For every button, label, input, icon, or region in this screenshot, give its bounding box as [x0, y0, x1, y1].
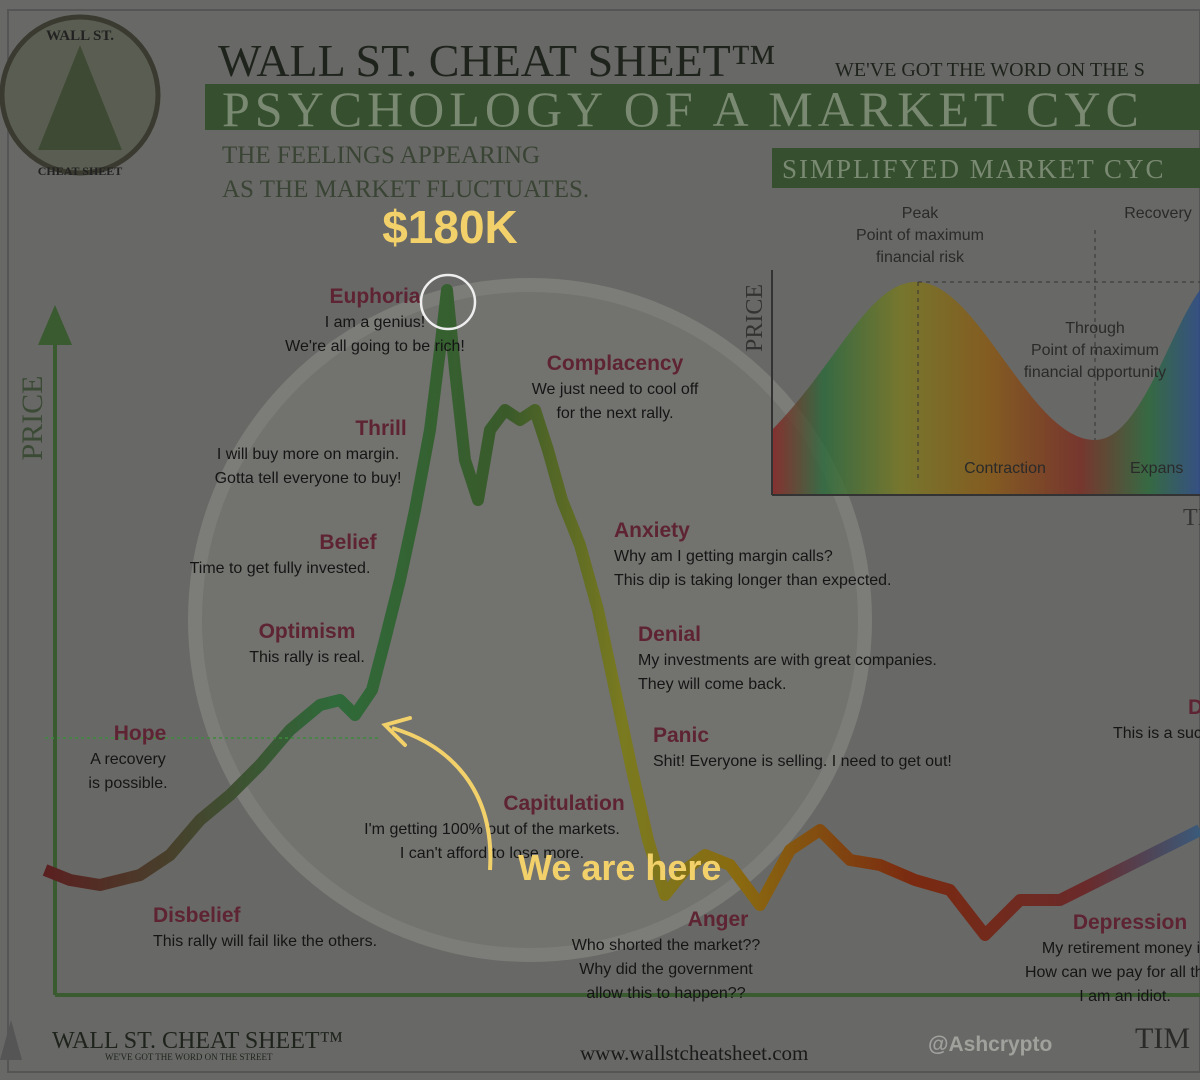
inset-peak: Point of maximum — [856, 227, 984, 244]
handle: @Ashcrypto — [928, 1033, 1052, 1056]
footer-brand: WALL ST. CHEAT SHEET™ — [52, 1028, 343, 1054]
y-axis-label: PRICE — [16, 375, 49, 460]
stage-text: I am a genius! — [325, 314, 426, 331]
inset-title: SIMPLIFYED MARKET CYC — [782, 154, 1166, 184]
stage-text: Why did the government — [579, 961, 753, 978]
stage-title: Euphoria — [329, 285, 420, 308]
logo-bottom: CHEAT SHEET — [38, 164, 123, 178]
x-axis-label: TIM — [1135, 1022, 1190, 1055]
stage-text: We just need to cool off — [532, 381, 699, 398]
stage-text: A recovery — [90, 751, 166, 768]
stage-title: Depression — [1073, 911, 1187, 934]
stage-title: Belief — [319, 531, 377, 554]
stage-text: I am an idiot. — [1079, 988, 1171, 1005]
stage-text: I will buy more on margin. — [217, 446, 399, 463]
inset-x-label: TI — [1183, 505, 1200, 531]
price-curve — [42, 284, 1200, 941]
stage-text: How can we pay for all this r — [1025, 964, 1200, 981]
inset-y-label: PRICE — [742, 284, 768, 352]
watermark — [188, 278, 872, 962]
y-arrow — [38, 305, 72, 345]
stage-title: Panic — [653, 724, 709, 747]
stage-title: Complacency — [547, 352, 684, 375]
inset-expansion: Expans — [1130, 460, 1183, 477]
tagline: WE'VE GOT THE WORD ON THE S — [835, 59, 1145, 81]
logo-top: WALL ST. — [46, 28, 114, 44]
subtitle: THE FEELINGS APPEARING — [222, 142, 540, 169]
stage-text: for the next rally. — [556, 405, 673, 422]
pointer-arrowhead — [381, 716, 412, 747]
inset-recovery: Recovery — [1124, 205, 1192, 222]
inset-peak: Peak — [902, 205, 939, 222]
stages: Euphoria I am a genius! We're all going to… — [88, 285, 1200, 1005]
stage-text: My retirement money is — [1042, 940, 1200, 957]
inset-curve — [772, 281, 1200, 495]
inset-band — [772, 148, 1200, 188]
stage-text: I'm getting 100% out of the markets. — [364, 821, 620, 838]
pointer-arrow — [391, 726, 493, 871]
peak-circle — [419, 273, 477, 331]
stage-text: They will come back. — [638, 676, 787, 693]
inset-contraction: Contraction — [964, 460, 1046, 477]
stage-text: This rally will fail like the others. — [153, 933, 377, 950]
stage-title: Capitulation — [503, 792, 624, 815]
stage-title: Thrill — [355, 417, 406, 440]
brand: WALL ST. CHEAT SHEET™ — [218, 35, 776, 86]
stage-title: Disbelief — [153, 904, 242, 927]
stage-title: Hope — [114, 722, 167, 745]
inset-peak: financial risk — [876, 249, 965, 266]
footer-logo — [0, 1020, 22, 1060]
banner-band — [205, 84, 1200, 130]
subtitle: AS THE MARKET FLUCTUATES. — [222, 176, 589, 203]
stage-text: Time to get fully invested. — [190, 560, 371, 577]
stage-text: allow this to happen?? — [586, 985, 745, 1002]
inset-through: financial opportunity — [1024, 364, 1166, 381]
stage-text: This rally is real. — [249, 649, 365, 666]
stage-text: This is a suc — [1113, 725, 1200, 742]
inset-through: Through — [1065, 320, 1125, 337]
stage-text: Why am I getting margin calls? — [614, 548, 833, 565]
stage-title: Denial — [638, 623, 701, 646]
stage-title: Anxiety — [614, 519, 690, 542]
stage-text: is possible. — [88, 775, 167, 792]
footer-url: www.wallstcheatsheet.com — [580, 1041, 808, 1065]
stage-title: D — [1188, 696, 1200, 719]
inset-through: Point of maximum — [1031, 342, 1159, 359]
stage-title: Anger — [688, 908, 749, 931]
stage-text: Who shorted the market?? — [572, 937, 761, 954]
stage-title: Optimism — [259, 620, 356, 643]
stage-text: Gotta tell everyone to buy! — [215, 470, 402, 487]
stage-text: This dip is taking longer than expected. — [614, 572, 892, 589]
footer-tagline: WE'VE GOT THE WORD ON THE STREET — [105, 1052, 273, 1062]
price-callout: $180K — [382, 201, 518, 253]
stage-text: Shit! Everyone is selling. I need to get… — [653, 753, 952, 770]
pointer-label: We are here — [518, 847, 721, 888]
stage-text: We're all going to be rich! — [285, 338, 465, 355]
frame — [7, 9, 1200, 1073]
banner: PSYCHOLOGY OF A MARKET CYC — [222, 81, 1144, 137]
logo-pyramid — [38, 45, 122, 150]
stage-text: My investments are with great companies. — [638, 652, 937, 669]
